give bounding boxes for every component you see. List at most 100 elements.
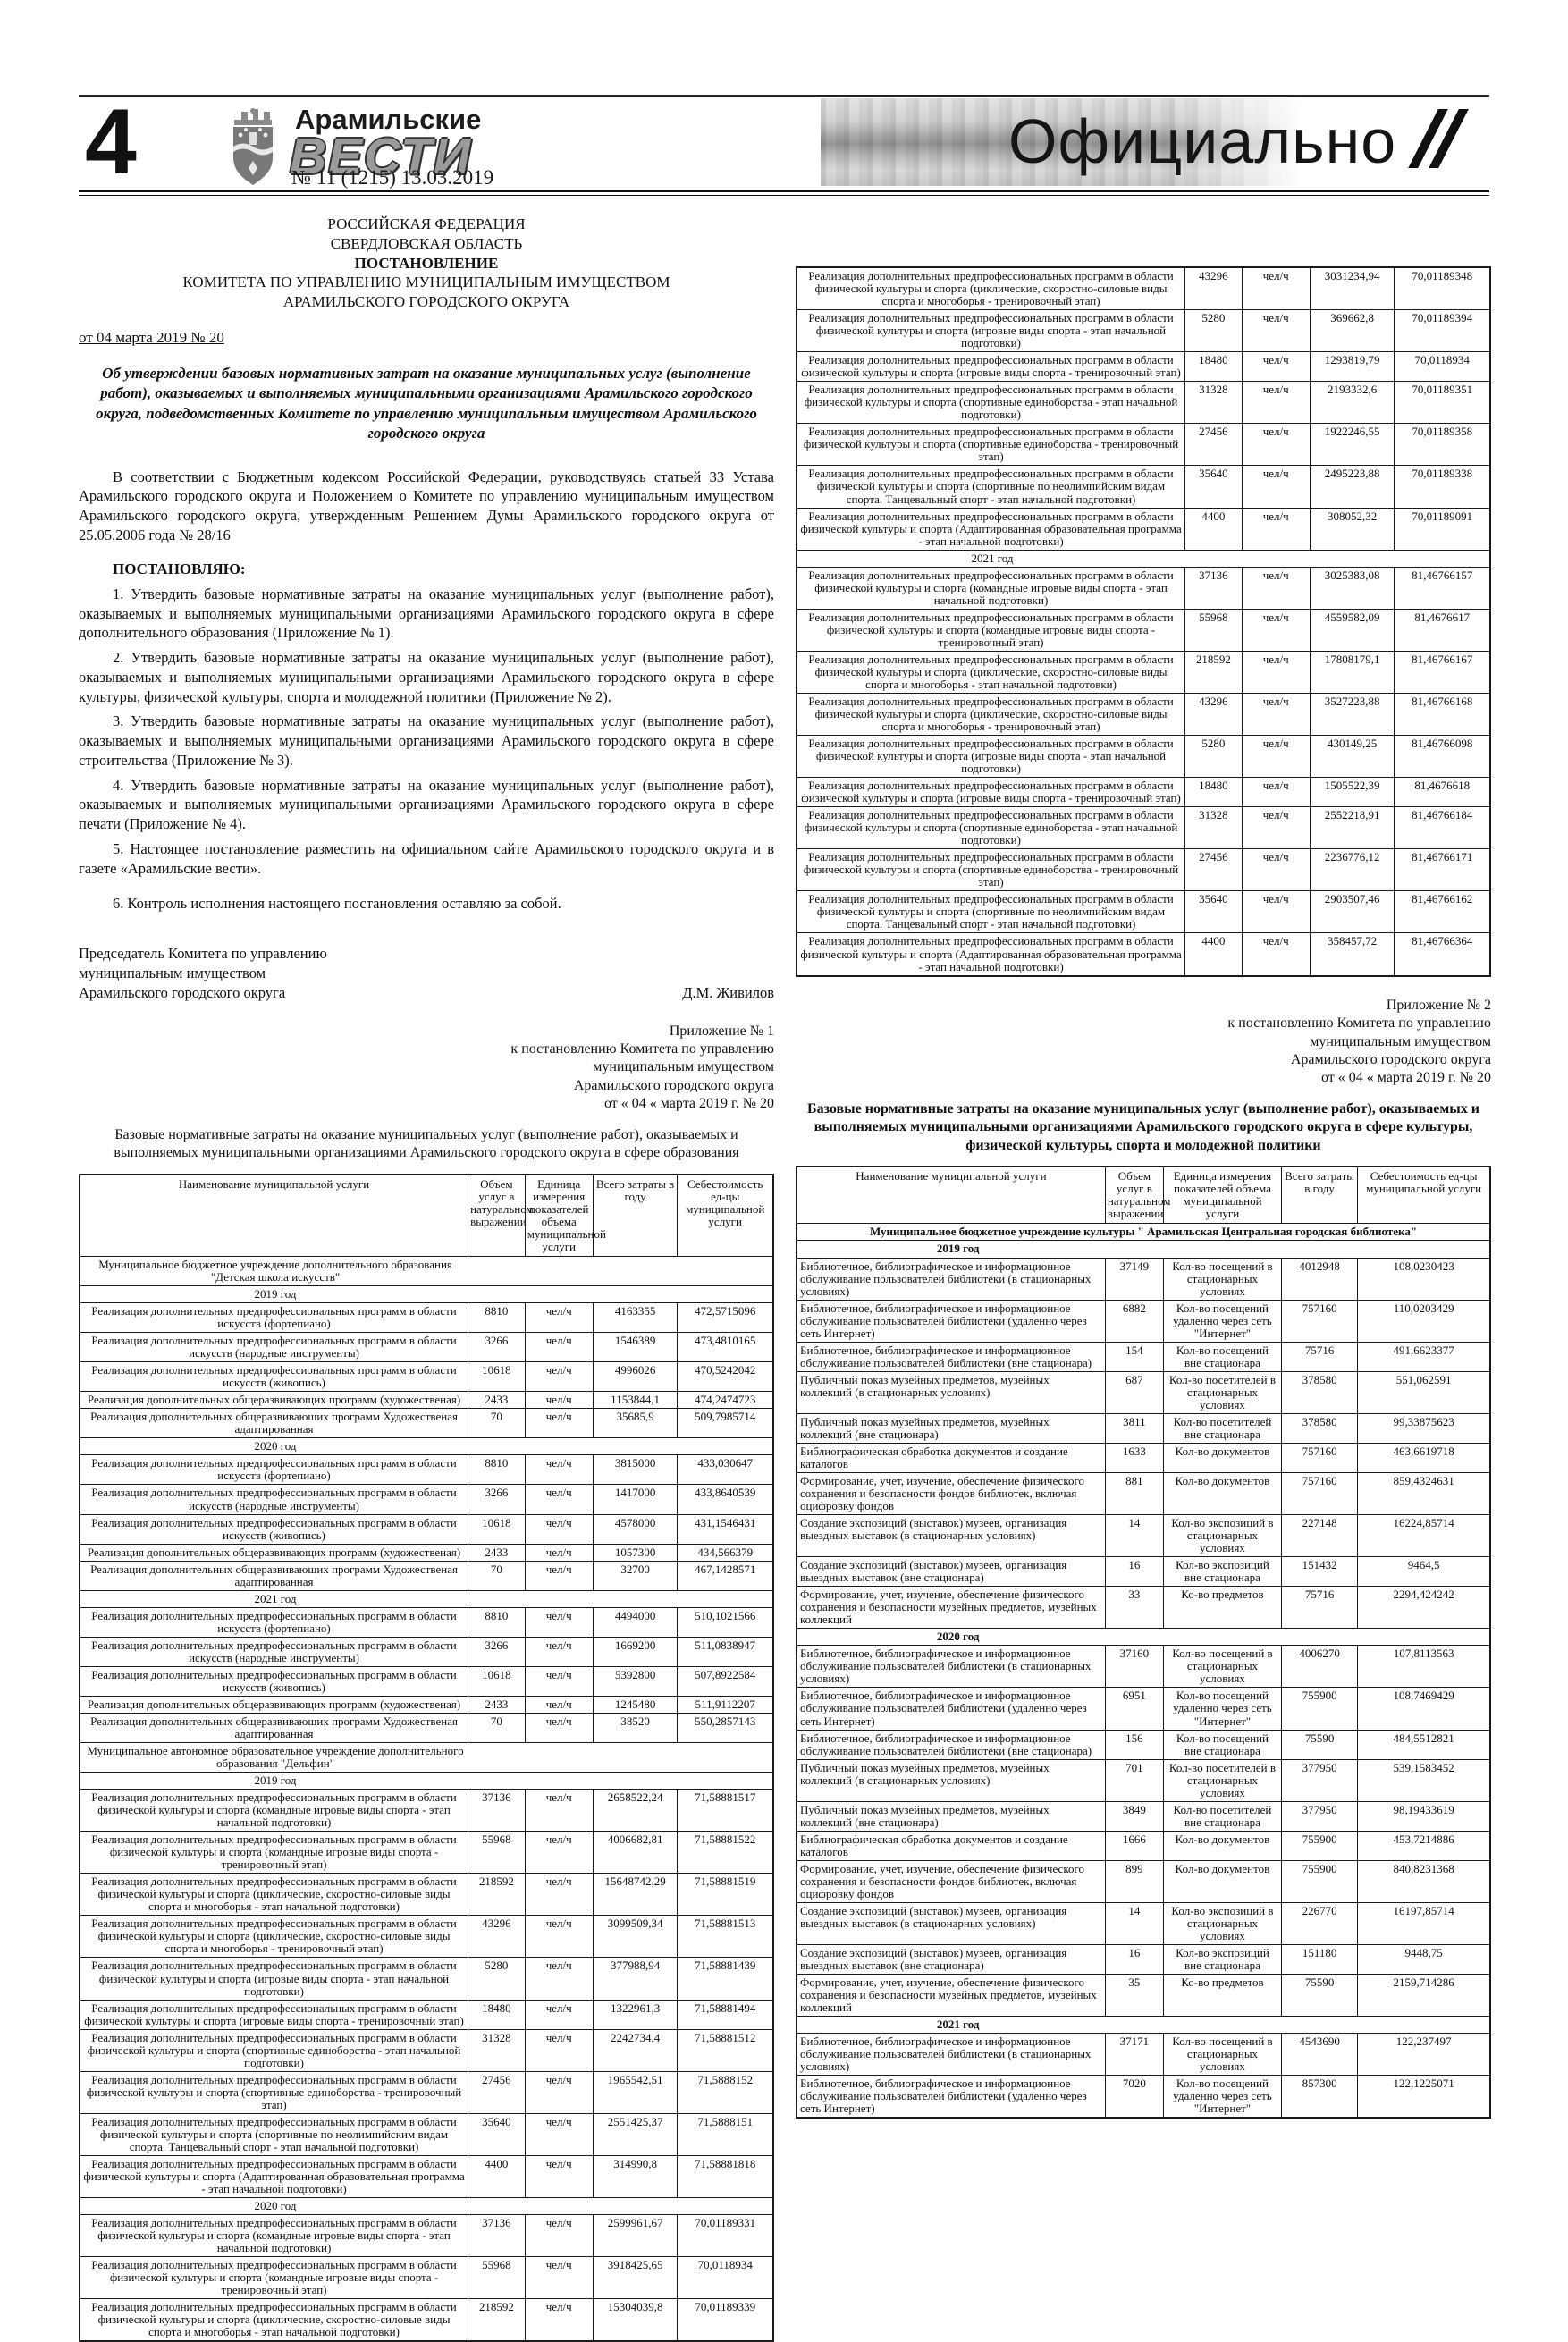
coat-of-arms-icon: [225, 105, 281, 194]
doc-preamble: В соответствии с Бюджетным кодексом Росс…: [79, 468, 774, 543]
table-row: Реализация дополнительных предпрофессион…: [79, 2298, 774, 2342]
table-row: Библиотечное, библиографическое и информ…: [796, 1299, 1491, 1343]
table-row: Формирование, учет, изучение, обеспечени…: [796, 1859, 1491, 1903]
doc-issuer-line2: АРАМИЛЬСКОГО ГОРОДСКОГО ОКРУГА: [282, 293, 570, 310]
table-row: Реализация дополнительных предпрофессион…: [796, 806, 1491, 850]
table-row: Реализация дополнительных общеразвивающи…: [79, 1695, 774, 1714]
year-row: 2020 год: [79, 1437, 774, 1456]
table-row: Реализация дополнительных предпрофессион…: [79, 1606, 774, 1638]
signature-name: Д.М. Живилов: [682, 983, 774, 1001]
table-row: Реализация дополнительных предпрофессион…: [796, 932, 1491, 977]
table-row: Реализация дополнительных предпрофессион…: [79, 2028, 774, 2072]
doc-date-line: от 04 марта 2019 № 20: [79, 328, 224, 346]
signature-position: Председатель Комитета по управлению муни…: [79, 945, 327, 1001]
doc-item-3: 3. Утвердить базовые нормативные затраты…: [79, 712, 774, 769]
year-row: 2020 год: [79, 2196, 774, 2216]
table-row: Реализация дополнительных предпрофессион…: [79, 1999, 774, 2030]
table-row: Реализация дополнительных предпрофессион…: [796, 650, 1491, 694]
table-row: Реализация дополнительных предпрофессион…: [79, 1513, 774, 1545]
table-row: Реализация дополнительных предпрофессион…: [79, 2214, 774, 2258]
table-row: Формирование, учет, изучение, обеспечени…: [796, 1974, 1491, 2018]
table-row: Реализация дополнительных предпрофессион…: [796, 566, 1491, 610]
table-row: Реализация дополнительных общеразвивающи…: [79, 1391, 774, 1410]
table-row: Реализация дополнительных предпрофессион…: [79, 1789, 774, 1832]
appendix2-table-header: Наименование муниципальной услуги Объем …: [796, 1166, 1491, 1225]
year-row: 2019 год: [79, 1285, 774, 1304]
table-row: Создание экспозиций (выставок) музеев, о…: [796, 1556, 1491, 1588]
appendix1-table-header: Наименование муниципальной услуги Объем …: [79, 1174, 774, 1257]
doc-item-1: 1. Утвердить базовые нормативные затраты…: [79, 585, 774, 642]
table-row: Реализация дополнительных предпрофессион…: [79, 1873, 774, 1917]
table-row: Реализация дополнительных предпрофессион…: [79, 1454, 774, 1486]
section-row: Муниципальное автономное образовательное…: [79, 1741, 774, 1773]
year-row: 2020 год: [796, 1628, 1491, 1647]
table-row: Создание экспозиций (выставок) музеев, о…: [796, 1514, 1491, 1558]
left-column: РОССИЙСКАЯ ФЕДЕРАЦИЯ СВЕРДЛОВСКАЯ ОБЛАСТ…: [79, 215, 774, 2342]
table-row: Создание экспозиций (выставок) музеев, о…: [796, 1943, 1491, 1976]
doc-country: РОССИЙСКАЯ ФЕДЕРАЦИЯ: [327, 215, 526, 232]
table-row: Реализация дополнительных предпрофессион…: [79, 1915, 774, 1959]
doc-heading: РОССИЙСКАЯ ФЕДЕРАЦИЯ СВЕРДЛОВСКАЯ ОБЛАСТ…: [79, 215, 774, 312]
doc-item-5: 5. Настоящее постановление разместить на…: [79, 839, 774, 877]
table-row: Реализация дополнительных предпрофессион…: [796, 890, 1491, 934]
table-row: Реализация дополнительных предпрофессион…: [79, 1665, 774, 1697]
table-row: Библиотечное, библиографическое и информ…: [796, 1341, 1491, 1372]
table-row: Реализация дополнительных предпрофессион…: [79, 2256, 774, 2300]
table-row: Реализация дополнительных предпрофессион…: [796, 423, 1491, 467]
panorama-photo: [821, 98, 1308, 186]
table-row: Библиотечное, библиографическое и информ…: [796, 2033, 1491, 2077]
doc-item-2: 2. Утвердить базовые нормативные затраты…: [79, 649, 774, 705]
signature-block: Председатель Комитета по управлению муни…: [79, 944, 774, 1002]
table-row: Реализация дополнительных предпрофессион…: [796, 381, 1491, 425]
table-row: Реализация дополнительных предпрофессион…: [79, 2070, 774, 2114]
appendix2-table: Наименование муниципальной услуги Объем …: [796, 1166, 1491, 2119]
appendix2-label: Приложение № 2 к постановлению Комитета …: [1227, 997, 1491, 1086]
page-number: 4: [85, 90, 137, 194]
table-row: Библиотечное, библиографическое и информ…: [796, 2075, 1491, 2119]
table-row: Реализация дополнительных предпрофессион…: [79, 1332, 774, 1363]
table-row: Реализация дополнительных общеразвивающи…: [79, 1712, 774, 1744]
table-row: Формирование, учет, изучение, обеспечени…: [796, 1586, 1491, 1630]
table-row: Реализация дополнительных предпрофессион…: [79, 2112, 774, 2156]
doc-region: СВЕРДЛОВСКАЯ ОБЛАСТЬ: [330, 234, 523, 252]
table-row: Реализация дополнительных предпрофессион…: [796, 266, 1491, 311]
table-row: Реализация дополнительных предпрофессион…: [796, 507, 1491, 551]
appendix1-table-continued: Реализация дополнительных предпрофессион…: [796, 266, 1491, 977]
table-row: Реализация дополнительных предпрофессион…: [796, 351, 1491, 383]
table-row: Реализация дополнительных общеразвивающи…: [79, 1543, 774, 1562]
table-row: Библиотечное, библиографическое и информ…: [796, 1729, 1491, 1760]
table-row: Создание экспозиций (выставок) музеев, о…: [796, 1901, 1491, 1946]
year-row: 2019 год: [79, 1772, 774, 1790]
table-row: Реализация дополнительных предпрофессион…: [79, 1484, 774, 1515]
doc-item-4: 4. Утвердить базовые нормативные затраты…: [79, 776, 774, 833]
appendix1-title: Базовые нормативные затраты на оказание …: [114, 1126, 739, 1161]
table-row: Реализация дополнительных предпрофессион…: [796, 309, 1491, 353]
table-row: Реализация дополнительных предпрофессион…: [796, 692, 1491, 737]
right-column: Реализация дополнительных предпрофессион…: [796, 215, 1491, 2119]
table-row: Публичный показ музейных предметов, музе…: [796, 1412, 1491, 1444]
table-row: Библиографическая обработка документов и…: [796, 1442, 1491, 1473]
doc-item-6: 6. Контроль исполнения настоящего постан…: [113, 895, 561, 913]
appendix2-table-body: Муниципальное бюджетное учреждение культ…: [796, 1223, 1491, 2119]
top-rule: [79, 95, 1489, 97]
double-slash-icon: [1408, 109, 1495, 172]
doc-resolve-word: ПОСТАНОВЛЯЮ:: [113, 560, 246, 577]
masthead-name-main: ВЕСТИ: [290, 128, 472, 185]
table-row: Реализация дополнительных предпрофессион…: [79, 1636, 774, 1667]
table-row: Реализация дополнительных предпрофессион…: [79, 1831, 774, 1874]
table-row: Реализация дополнительных предпрофессион…: [79, 1957, 774, 2001]
table-row: Публичный показ музейных предметов, музе…: [796, 1758, 1491, 1802]
appendix2-title: Базовые нормативные затраты на оказание …: [807, 1100, 1479, 1153]
year-row: 2021 год: [796, 549, 1491, 568]
doc-issuer-line1: КОМИТЕТА ПО УПРАВЛЕНИЮ МУНИЦИПАЛЬНЫМ ИМУ…: [182, 274, 670, 291]
appendix1-table-body-col2: Реализация дополнительных предпрофессион…: [796, 266, 1491, 977]
appendix1-table: Наименование муниципальной услуги Объем …: [79, 1173, 774, 2342]
table-row: Реализация дополнительных предпрофессион…: [796, 608, 1491, 652]
table-row: Библиотечное, библиографическое и информ…: [796, 1645, 1491, 1689]
appendix1-table-body-col1: Муниципальное бюджетное учреждение допол…: [79, 1255, 774, 2342]
year-row: 2019 год: [796, 1240, 1491, 1259]
issue-line: № 11 (1215) 13.03.2019: [291, 166, 494, 189]
table-row: Библиотечное, библиографическое и информ…: [796, 1257, 1491, 1301]
table-row: Реализация дополнительных общеразвивающи…: [79, 1408, 774, 1439]
section-row: Муниципальное бюджетное учреждение допол…: [79, 1255, 774, 1287]
